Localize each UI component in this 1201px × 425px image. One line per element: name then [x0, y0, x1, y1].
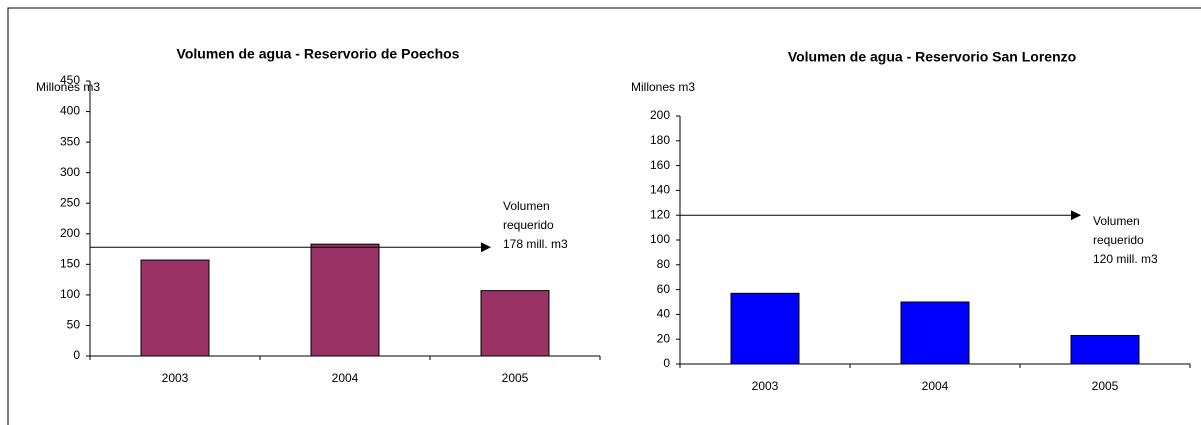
x-tick-label: 2003 [752, 379, 779, 393]
bar [140, 259, 210, 357]
x-tick-label: 2003 [162, 371, 189, 385]
y-tick-label: 450 [60, 73, 80, 87]
y-tick-label: 140 [650, 183, 670, 197]
y-tick-label: 0 [663, 356, 670, 370]
frame [7, 7, 1201, 425]
y-tick-label: 20 [657, 331, 671, 345]
x-tick-label: 2005 [1092, 379, 1119, 393]
y-tick-label: 200 [60, 226, 80, 240]
y-axis-label: Millones m3 [36, 80, 100, 94]
y-tick-label: 80 [657, 257, 671, 271]
chart-title: Volumen de agua - Reservorio San Lorenzo [788, 49, 1076, 65]
y-tick-label: 350 [60, 134, 80, 148]
y-tick-label: 180 [650, 133, 670, 147]
y-tick-label: 100 [60, 287, 80, 301]
bar [730, 292, 800, 365]
annotation: requerido [1093, 233, 1144, 247]
x-tick-label: 2005 [502, 371, 529, 385]
y-tick-label: 60 [657, 282, 671, 296]
bar [900, 301, 970, 365]
y-tick-label: 40 [657, 307, 671, 321]
x-tick-label: 2004 [922, 379, 949, 393]
bar [480, 290, 550, 357]
y-tick-label: 200 [650, 108, 670, 122]
annotation: 178 mill. m3 [503, 237, 568, 251]
y-tick-label: 50 [67, 318, 81, 332]
x-tick-label: 2004 [332, 371, 359, 385]
annotation: Volumen [1093, 214, 1140, 228]
annotation: Volumen [503, 199, 550, 213]
y-tick-label: 160 [650, 158, 670, 172]
y-tick-label: 150 [60, 257, 80, 271]
bar [310, 243, 380, 357]
y-tick-label: 400 [60, 104, 80, 118]
y-tick-label: 300 [60, 165, 80, 179]
y-tick-label: 250 [60, 195, 80, 209]
annotation: requerido [503, 218, 554, 232]
y-tick-label: 120 [650, 207, 670, 221]
bar [1070, 334, 1140, 365]
chart-title: Volumen de agua - Reservorio de Poechos [177, 46, 460, 62]
annotation: 120 mill. m3 [1093, 252, 1158, 266]
y-tick-label: 0 [73, 348, 80, 362]
y-axis-label: Millones m3 [631, 80, 695, 94]
y-tick-label: 100 [650, 232, 670, 246]
